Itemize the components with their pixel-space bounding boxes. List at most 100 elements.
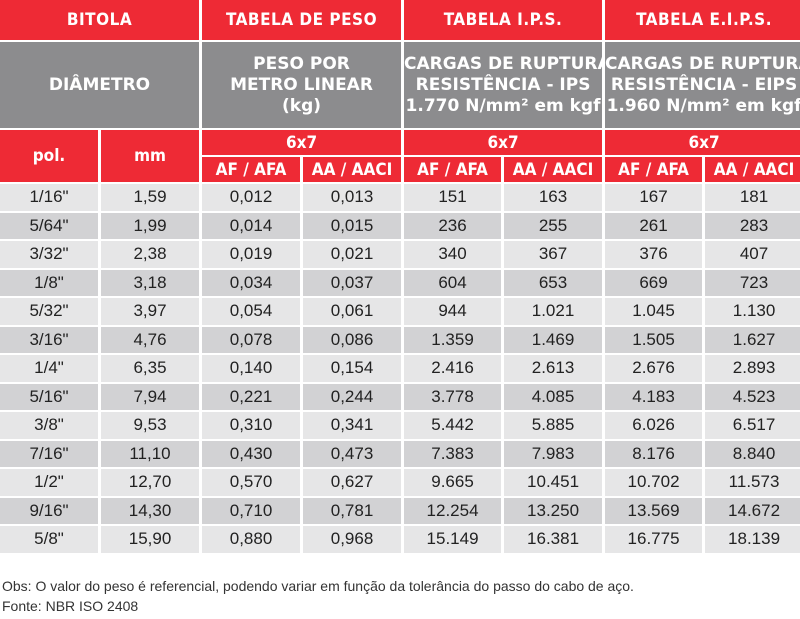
table-row: 5/16" 7,94 0,221 0,244 3.778 4.085 4.183 4.523 [0,383,800,410]
cell-ips-af: 15.149 [404,526,502,553]
cell-peso-aa: 0,244 [303,383,402,410]
cell-pol: 1/16" [0,184,98,211]
cell-peso-aa: 0,086 [303,326,402,353]
cell-pol: 3/8" [0,412,98,439]
cell-peso-aa: 0,968 [303,526,402,553]
ips-line-1: CARGAS DE RUPTURA [404,53,603,74]
cell-mm: 15,90 [101,526,200,553]
cell-eips-aa: 1.627 [705,326,800,353]
cell-eips-aa: 181 [705,184,800,211]
cell-ips-aa: 255 [504,212,603,239]
cell-ips-af: 236 [404,212,502,239]
cell-ips-af: 151 [404,184,502,211]
cell-eips-aa: 8.840 [705,440,800,467]
cell-ips-af: 944 [404,298,502,325]
ips-line-2: RESISTÊNCIA - IPS [415,74,591,95]
cell-peso-af: 0,310 [202,412,301,439]
cell-eips-af: 10.702 [605,469,703,496]
cell-peso-aa: 0,037 [303,269,402,296]
cell-eips-af: 16.775 [605,526,703,553]
cell-eips-aa: 407 [705,241,800,268]
table-row: 7/16" 11,10 0,430 0,473 7.383 7.983 8.176 8.840 [0,440,800,467]
cell-ips-aa: 5.885 [504,412,603,439]
cell-ips-aa: 10.451 [504,469,603,496]
cell-mm: 1,99 [101,212,200,239]
cell-ips-af: 604 [404,269,502,296]
cell-eips-af: 669 [605,269,703,296]
cell-eips-aa: 6.517 [705,412,800,439]
cell-eips-aa: 2.893 [705,355,800,382]
cell-mm: 14,30 [101,497,200,524]
cell-peso-af: 0,012 [202,184,301,211]
cell-peso-aa: 0,781 [303,497,402,524]
header-tabela-ips: TABELA I.P.S. [404,0,603,40]
cell-mm: 4,76 [101,326,200,353]
cell-peso-af: 0,221 [202,383,301,410]
peso-line-1: PESO POR [253,53,350,74]
cell-ips-af: 9.665 [404,469,502,496]
cell-mm: 11,10 [101,440,200,467]
header-construction-ips: 6x7 [404,130,603,155]
cell-ips-af: 3.778 [404,383,502,410]
peso-line-3: (kg) [282,95,322,116]
cell-ips-aa: 2.613 [504,355,603,382]
cell-peso-af: 0,019 [202,241,301,268]
cell-eips-af: 261 [605,212,703,239]
cell-peso-aa: 0,627 [303,469,402,496]
table-row: 1/8" 3,18 0,034 0,037 604 653 669 723 [0,269,800,296]
cell-eips-aa: 14.672 [705,497,800,524]
steel-cable-table: BITOLA TABELA DE PESO TABELA I.P.S. TABE… [0,0,800,553]
cell-pol: 5/32" [0,298,98,325]
cell-pol: 5/64" [0,212,98,239]
cell-mm: 7,94 [101,383,200,410]
cell-ips-af: 1.359 [404,326,502,353]
cell-eips-af: 1.045 [605,298,703,325]
table-body: 1/16" 1,59 0,012 0,013 151 163 167 181 5/64" 1,99… [0,184,800,553]
cell-ips-af: 12.254 [404,497,502,524]
table-row: 3/8" 9,53 0,310 0,341 5.442 5.885 6.026 6.517 [0,412,800,439]
table-row: 3/16" 4,76 0,078 0,086 1.359 1.469 1.505 1.627 [0,326,800,353]
eips-line-2: RESISTÊNCIA - EIPS [610,74,798,95]
cell-peso-aa: 0,341 [303,412,402,439]
cell-ips-aa: 1.021 [504,298,603,325]
cell-peso-af: 0,034 [202,269,301,296]
cell-peso-af: 0,014 [202,212,301,239]
cell-eips-af: 1.505 [605,326,703,353]
peso-line-2: METRO LINEAR [230,74,373,95]
cell-mm: 1,59 [101,184,200,211]
cell-ips-aa: 653 [504,269,603,296]
cell-eips-af: 8.176 [605,440,703,467]
header-ips-description: CARGAS DE RUPTURA RESISTÊNCIA - IPS 1.77… [404,42,603,128]
header-peso-af: AF / AFA [202,157,301,182]
cell-mm: 2,38 [101,241,200,268]
table-row: 3/32" 2,38 0,019 0,021 340 367 376 407 [0,241,800,268]
cell-peso-af: 0,880 [202,526,301,553]
cell-eips-aa: 1.130 [705,298,800,325]
cell-ips-aa: 16.381 [504,526,603,553]
cell-ips-aa: 1.469 [504,326,603,353]
cell-eips-af: 167 [605,184,703,211]
cell-eips-aa: 11.573 [705,469,800,496]
cell-pol: 1/2" [0,469,98,496]
header-pol: pol. [0,130,98,182]
header-eips-description: CARGAS DE RUPTURA RESISTÊNCIA - EIPS 1.9… [605,42,800,128]
table-row: 1/4" 6,35 0,140 0,154 2.416 2.613 2.676 2.893 [0,355,800,382]
eips-line-3: 1.960 N/mm² em kgf [606,95,800,116]
header-mm: mm [101,130,200,182]
header-eips-aa: AA / AACI [705,157,800,182]
header-eips-af: AF / AFA [605,157,703,182]
cell-eips-af: 13.569 [605,497,703,524]
table-row: 5/64" 1,99 0,014 0,015 236 255 261 283 [0,212,800,239]
header-construction-eips: 6x7 [605,130,800,155]
cell-eips-af: 6.026 [605,412,703,439]
header-bitola: BITOLA [0,0,200,40]
table-row: 9/16" 14,30 0,710 0,781 12.254 13.250 13.569 14… [0,497,800,524]
cell-ips-aa: 7.983 [504,440,603,467]
table-row: 1/2" 12,70 0,570 0,627 9.665 10.451 10.702 11.5… [0,469,800,496]
cell-ips-aa: 4.085 [504,383,603,410]
cell-peso-aa: 0,013 [303,184,402,211]
cell-ips-af: 7.383 [404,440,502,467]
cell-ips-af: 5.442 [404,412,502,439]
header-peso-aa: AA / AACI [303,157,402,182]
